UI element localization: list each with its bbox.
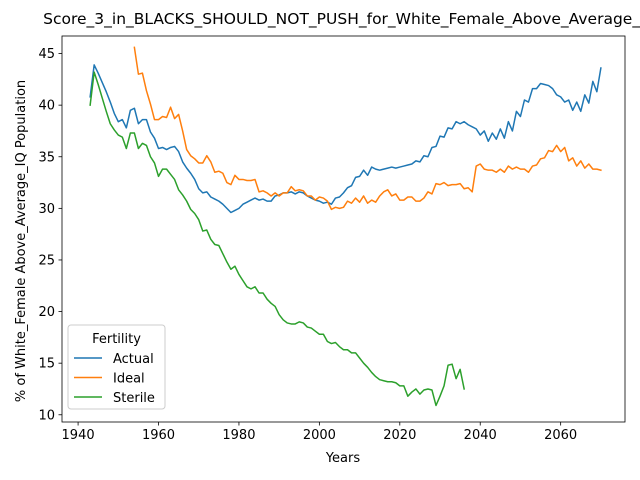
- legend-label-actual: Actual: [113, 352, 154, 367]
- series-line-ideal: [133, 46, 602, 211]
- y-tick-label: 40: [38, 99, 55, 114]
- y-tick-label: 15: [38, 357, 55, 372]
- x-axis: 1940 1960 1980 2000 2020 2040 2060: [62, 422, 577, 443]
- x-tick-label: 2000: [303, 428, 336, 443]
- plot-area: [89, 46, 602, 407]
- x-tick-label: 2040: [464, 428, 497, 443]
- plot-frame: [61, 35, 626, 423]
- y-tick-label: 10: [38, 408, 55, 423]
- x-axis-label: Years: [325, 451, 361, 466]
- y-tick-label: 20: [38, 305, 55, 320]
- y-tick-label: 25: [38, 253, 55, 268]
- y-axis: 10 15 20 25 30 35 40 45: [38, 47, 62, 423]
- x-tick-label: 1960: [142, 428, 175, 443]
- x-tick-label: 1980: [222, 428, 255, 443]
- y-tick-label: 45: [38, 47, 55, 62]
- legend-label-ideal: Ideal: [113, 372, 145, 387]
- series-line-actual: [89, 64, 602, 214]
- x-tick-label: 1940: [62, 428, 95, 443]
- y-axis-label: % of White_Female Above_Average_IQ Popul…: [14, 80, 29, 402]
- chart-title: Score_3_in_BLACKS_SHOULD_NOT_PUSH_for_Wh…: [43, 10, 640, 29]
- x-tick-label: 2020: [383, 428, 416, 443]
- x-tick-label: 2060: [544, 428, 577, 443]
- legend-title: Fertility: [92, 332, 141, 347]
- legend-label-sterile: Sterile: [113, 391, 155, 406]
- legend-box: [67, 324, 166, 410]
- series-line-sterile: [89, 71, 466, 407]
- y-tick-label: 35: [38, 150, 55, 165]
- y-tick-label: 30: [38, 202, 55, 217]
- legend: Fertility Actual Ideal Sterile: [67, 324, 166, 410]
